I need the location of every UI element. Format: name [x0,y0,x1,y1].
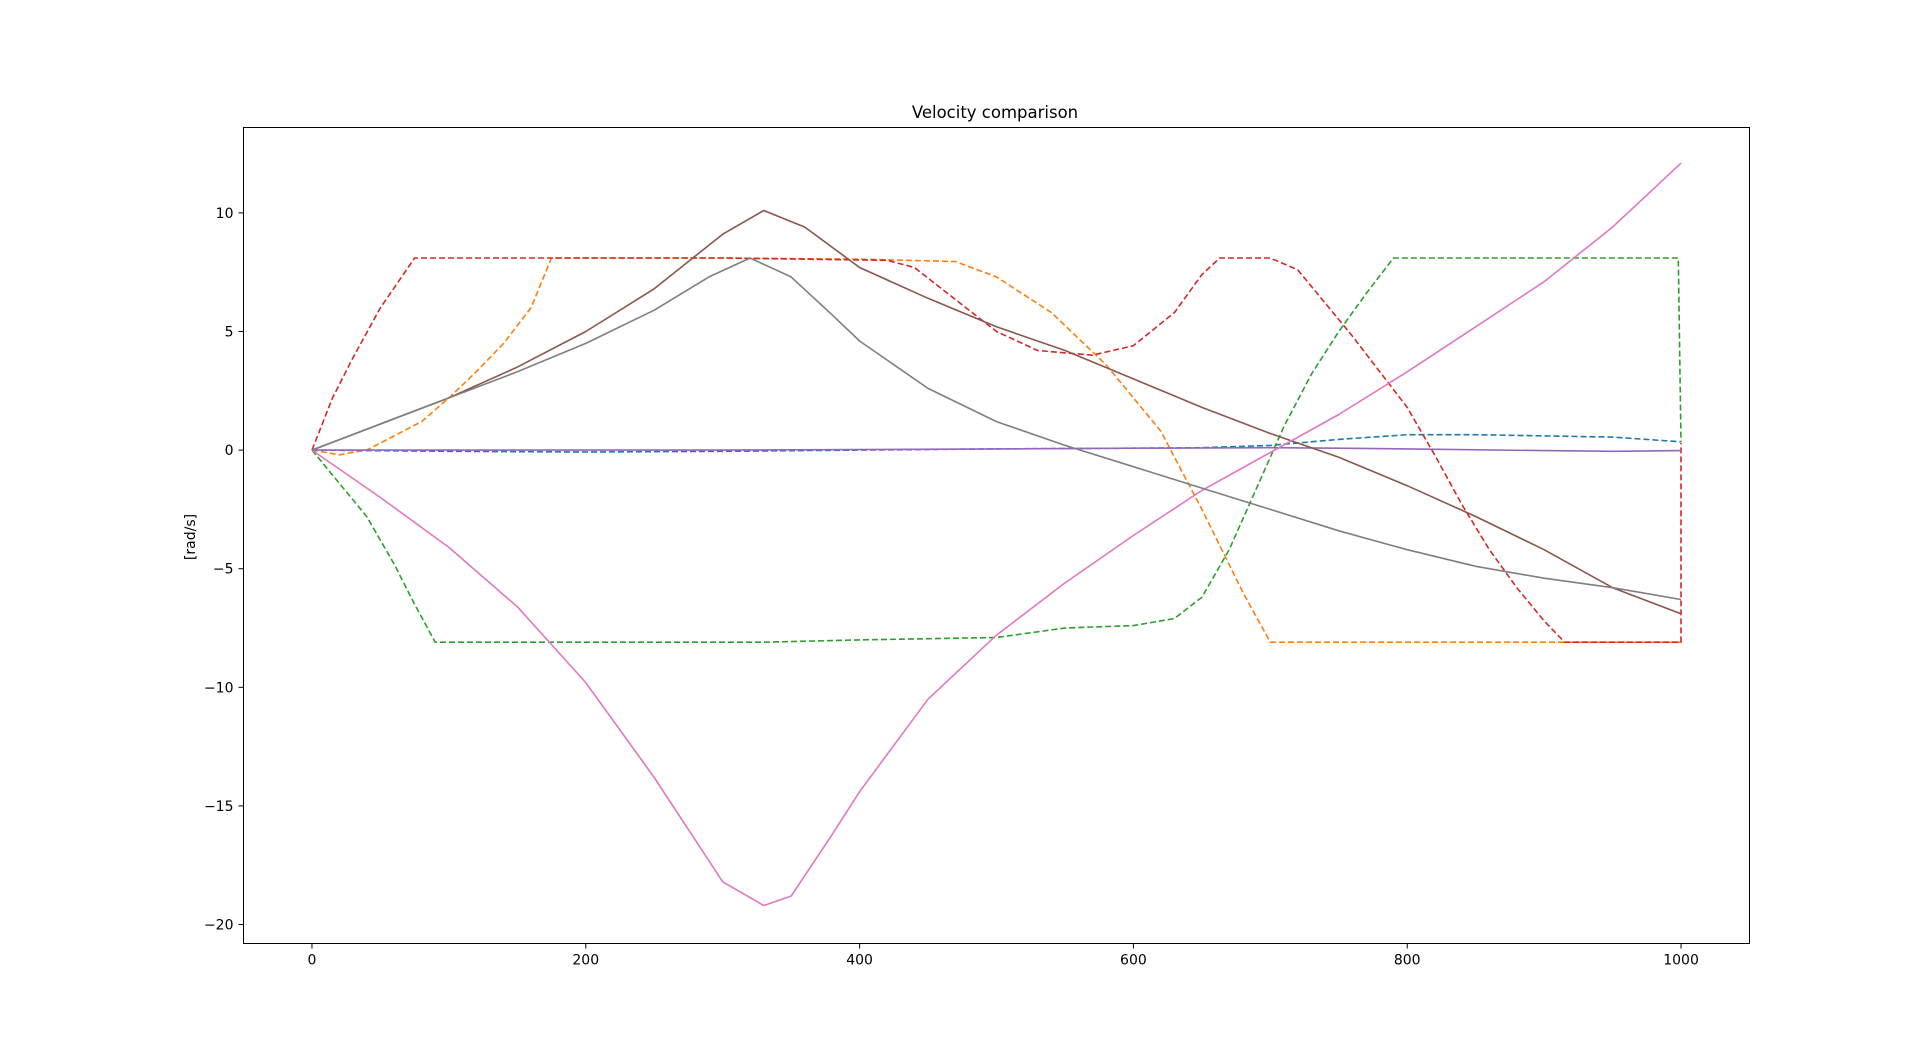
y-tick-label: −20 [204,918,234,934]
x-tick-label: 800 [1394,953,1421,969]
series-line-3 [311,257,1682,643]
y-axis-label: [rad/s] [183,514,199,560]
plot-frame [243,127,1750,944]
series-line-8 [311,257,1682,601]
chart-title: Velocity comparison [912,103,1078,122]
series-line-5 [312,446,1682,453]
series-line-6 [311,209,1682,615]
y-tick-label: −5 [213,562,234,578]
x-tick-label: 1000 [1663,953,1699,969]
y-tick-label: −10 [204,680,234,696]
x-tick-label: 400 [846,953,873,969]
series-layer [311,162,1682,907]
y-tick-label: −15 [204,799,234,815]
y-tick-label: 10 [216,206,234,222]
x-tick-label: 0 [307,953,316,969]
y-tick-label: 5 [225,325,234,341]
series-line-1 [311,433,1682,453]
ticks-layer: 0 200 400 600 800 1000 −20 −15 −10 −5 0 5 10 [204,206,1699,969]
x-tick-label: 600 [1120,953,1147,969]
x-tick-label: 200 [572,953,599,969]
y-tick-label: 0 [225,443,234,459]
series-line-7 [311,162,1682,907]
